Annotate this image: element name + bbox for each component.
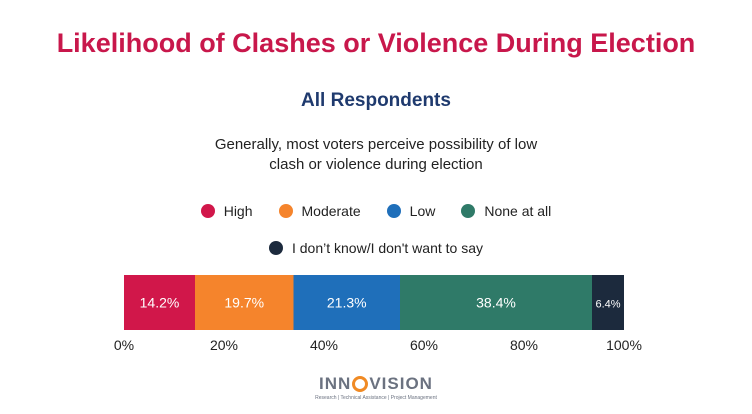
x-tick-label: 0% <box>114 337 134 353</box>
legend-row-2: I don’t know/I don't want to say <box>0 240 752 256</box>
bar-data-label: 38.4% <box>476 295 516 311</box>
innovision-logo: INN VISION Research | Technical Assistanc… <box>0 374 752 401</box>
description-line-1: Generally, most voters perceive possibil… <box>214 136 538 153</box>
logo-tagline: Research | Technical Assistance | Projec… <box>315 395 437 401</box>
legend-dot-dont-know <box>268 241 283 255</box>
logo-wordmark: INN VISION <box>319 374 433 394</box>
bar-segment-high <box>124 275 195 330</box>
legend-item-moderate: Moderate <box>278 203 361 219</box>
chart-subtitle: All Respondents <box>301 90 451 111</box>
logo-o-icon <box>352 376 369 392</box>
logo-text-start: INN <box>319 374 352 393</box>
legend-row-1: High Moderate Low None at all <box>0 203 752 219</box>
legend-label-none-at-all: None at all <box>484 203 552 219</box>
legend-label-dont-know: I don’t know/I don't want to say <box>291 240 483 256</box>
logo-text-end: VISION <box>369 374 433 393</box>
x-tick-label: 20% <box>210 337 238 353</box>
legend-dot-moderate <box>278 204 293 218</box>
bar-data-label: 6.4% <box>595 299 620 311</box>
bar-data-label: 14.2% <box>140 295 180 311</box>
legend-label-low: Low <box>409 203 436 219</box>
chart-title: Likelihood of Clashes or Violence During… <box>56 28 696 58</box>
x-tick-label: 100% <box>606 337 642 353</box>
legend-item-none-at-all: None at all <box>461 203 551 219</box>
x-tick-label: 60% <box>410 337 438 353</box>
chart-description: Generally, most voters perceive possibil… <box>176 135 576 175</box>
bar-segment-moderate <box>195 275 294 330</box>
x-tick-label: 40% <box>310 337 338 353</box>
legend-label-high: High <box>223 203 253 219</box>
legend-dot-low <box>386 204 401 218</box>
description-line-2: clash or violence during election <box>269 156 483 173</box>
bar-segment-none-at-all <box>400 275 592 330</box>
stacked-bar-chart: 14.2% 19.7% 21.3% 38.4% 6.4% 0% 20% 40% 60% 80% 10… <box>114 275 642 353</box>
bar-data-label: 21.3% <box>327 295 367 311</box>
legend-dot-high <box>200 204 215 218</box>
x-tick-label: 80% <box>510 337 538 353</box>
legend-label-moderate: Moderate <box>301 203 361 219</box>
bar-data-label: 19.7% <box>224 295 264 311</box>
legend-item-low: Low <box>386 203 436 219</box>
legend-dot-none-at-all <box>461 204 476 218</box>
legend-item-high: High <box>200 203 253 219</box>
bar-segment-low <box>293 275 400 330</box>
legend-item-dont-know: I don’t know/I don't want to say <box>268 240 483 256</box>
bar-segment-i-don-t-know-i-don-t-want-to-say <box>592 275 624 330</box>
